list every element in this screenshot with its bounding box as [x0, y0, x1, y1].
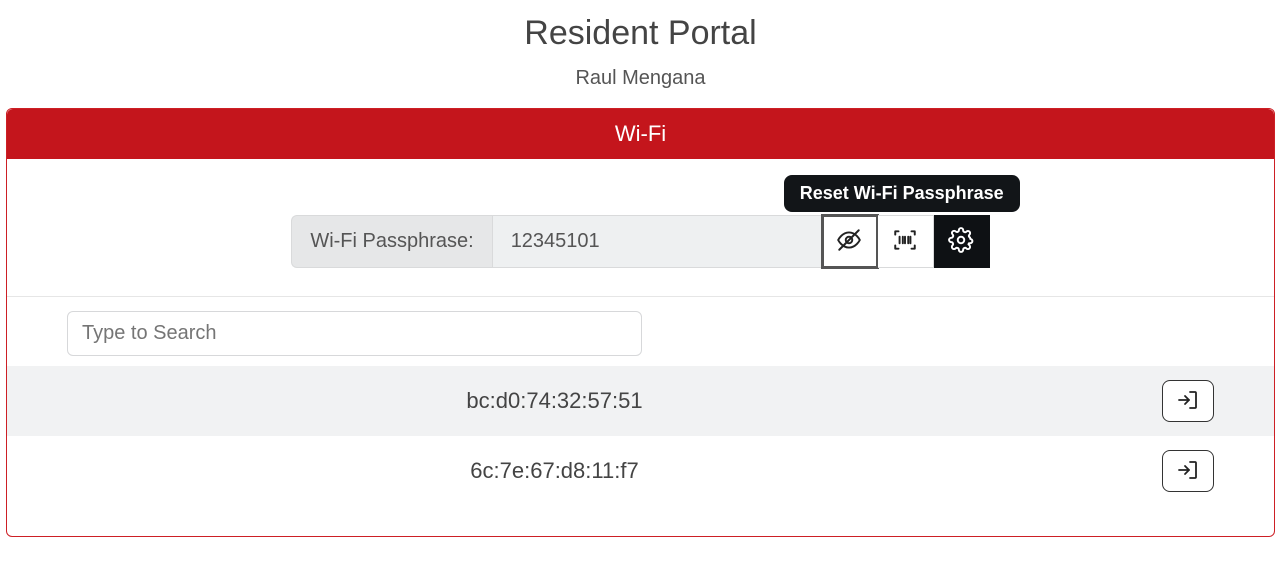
- reset-passphrase-tooltip: Reset Wi-Fi Passphrase: [784, 175, 1020, 212]
- passphrase-value: 12345101: [492, 215, 822, 268]
- disconnect-device-button[interactable]: [1162, 450, 1214, 492]
- reset-passphrase-button[interactable]: [934, 215, 990, 268]
- wifi-panel: Wi-Fi Wi-Fi Passphrase: 12345101: [6, 108, 1275, 537]
- gear-icon: [948, 227, 974, 256]
- logout-icon: [1176, 388, 1200, 415]
- search-row: [7, 297, 1274, 366]
- passphrase-row: Wi-Fi Passphrase: 12345101: [7, 159, 1274, 297]
- passphrase-label: Wi-Fi Passphrase:: [291, 215, 491, 268]
- panel-bottom-spacer: [7, 506, 1274, 536]
- search-input[interactable]: [67, 311, 642, 356]
- logout-icon: [1176, 458, 1200, 485]
- page-title: Resident Portal: [0, 14, 1281, 53]
- resident-name: Raul Mengana: [0, 67, 1281, 90]
- disconnect-device-button[interactable]: [1162, 380, 1214, 422]
- device-mac: bc:d0:74:32:57:51: [67, 388, 1162, 414]
- toggle-visibility-button[interactable]: [822, 215, 878, 268]
- device-row: 6c:7e:67:d8:11:f7: [7, 436, 1274, 506]
- qr-code-button[interactable]: [878, 215, 934, 268]
- passphrase-buttons: Reset Wi-Fi Passphrase: [822, 215, 990, 268]
- device-row: bc:d0:74:32:57:51: [7, 366, 1274, 436]
- barcode-icon: [892, 227, 918, 256]
- panel-header: Wi-Fi: [7, 109, 1274, 159]
- device-mac: 6c:7e:67:d8:11:f7: [67, 458, 1162, 484]
- eye-off-icon: [836, 227, 862, 256]
